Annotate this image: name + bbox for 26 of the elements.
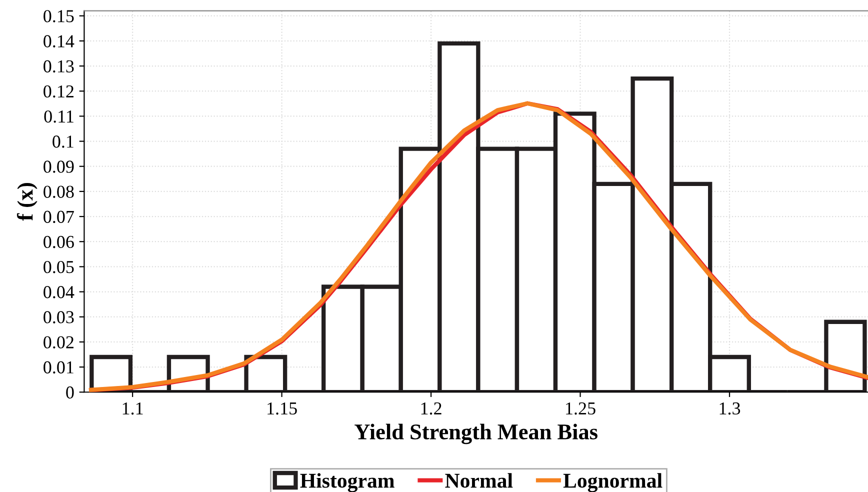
y-tick-label: 0.05 xyxy=(44,260,74,274)
y-tick-label: 0.06 xyxy=(44,236,74,248)
y-tick-label: 0.01 xyxy=(44,361,74,374)
y-tick-label: 0.1 xyxy=(52,136,74,148)
y-tick-label: 0.08 xyxy=(44,186,74,198)
y-tick-label: 0.14 xyxy=(44,35,74,48)
x-tick-label: 1.3 xyxy=(720,402,740,415)
x-tick-label: 1.2 xyxy=(421,402,442,415)
y-tick-label: 0.02 xyxy=(44,336,74,348)
y-tick-label: 0.03 xyxy=(44,311,74,324)
y-tick-label: 0.04 xyxy=(44,286,74,298)
y-tick-label: 0.11 xyxy=(44,110,74,123)
x-tick-label: 1.25 xyxy=(566,402,596,415)
y-tick-label: 0.12 xyxy=(44,85,74,98)
x-axis-title: Yield Strength Mean Bias xyxy=(354,424,598,444)
legend-label: Histogram xyxy=(300,473,394,492)
y-tick-label: 0.15 xyxy=(44,10,74,22)
y-axis-title: f (x) xyxy=(16,183,38,221)
y-tick-label: 0 xyxy=(66,386,74,399)
x-tick-label: 1.15 xyxy=(268,402,297,415)
y-tick-label: 0.07 xyxy=(44,210,74,224)
legend-label: Lognormal xyxy=(563,473,662,492)
legend-label: Normal xyxy=(445,473,513,488)
y-tick-label: 0.09 xyxy=(44,160,74,173)
y-tick-label: 0.13 xyxy=(44,60,74,73)
x-tick-label: 1.1 xyxy=(122,402,143,415)
